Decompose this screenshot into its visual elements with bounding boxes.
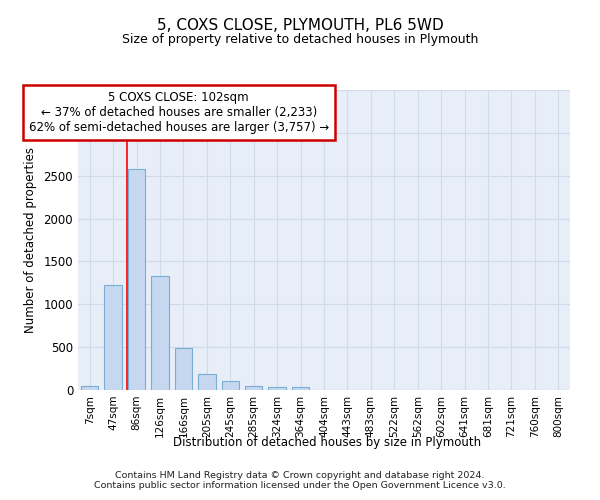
- Y-axis label: Number of detached properties: Number of detached properties: [23, 147, 37, 333]
- Bar: [245, 386, 262, 390]
- Bar: [292, 387, 310, 390]
- Bar: [151, 276, 169, 390]
- Text: 5 COXS CLOSE: 102sqm
← 37% of detached houses are smaller (2,233)
62% of semi-de: 5 COXS CLOSE: 102sqm ← 37% of detached h…: [29, 91, 329, 134]
- Bar: [221, 382, 239, 390]
- Bar: [128, 169, 145, 390]
- Bar: [268, 386, 286, 390]
- Text: Contains public sector information licensed under the Open Government Licence v3: Contains public sector information licen…: [94, 482, 506, 490]
- Bar: [198, 374, 215, 390]
- Bar: [104, 286, 122, 390]
- Bar: [81, 386, 98, 390]
- Text: Size of property relative to detached houses in Plymouth: Size of property relative to detached ho…: [122, 32, 478, 46]
- Text: Contains HM Land Registry data © Crown copyright and database right 2024.: Contains HM Land Registry data © Crown c…: [115, 472, 485, 480]
- Text: Distribution of detached houses by size in Plymouth: Distribution of detached houses by size …: [173, 436, 481, 449]
- Bar: [175, 348, 192, 390]
- Text: 5, COXS CLOSE, PLYMOUTH, PL6 5WD: 5, COXS CLOSE, PLYMOUTH, PL6 5WD: [157, 18, 443, 32]
